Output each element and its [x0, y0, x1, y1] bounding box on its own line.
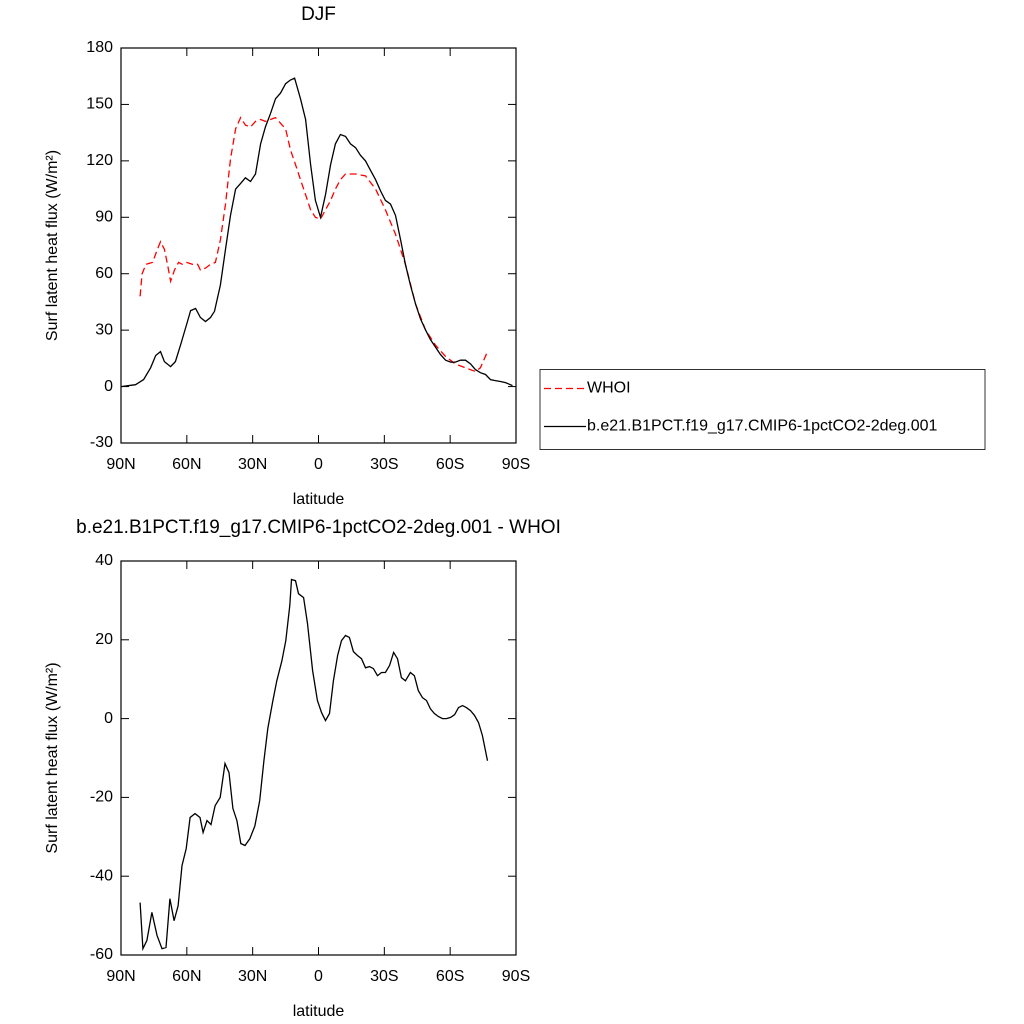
- chart-title: DJF: [301, 4, 336, 25]
- y-tick-label: -20: [90, 789, 113, 806]
- data-line: [139, 116, 489, 373]
- y-tick-label: 180: [86, 39, 113, 56]
- y-tick-label: 20: [95, 631, 113, 648]
- x-tick-label: 90N: [106, 456, 135, 473]
- x-tick-label: 30N: [238, 456, 267, 473]
- y-tick-label: 40: [95, 552, 113, 569]
- legend-label: WHOI: [587, 380, 631, 397]
- x-axis-label: latitude: [293, 1003, 345, 1020]
- y-tick-label: -60: [90, 946, 113, 963]
- x-tick-label: 30S: [370, 968, 398, 985]
- y-tick-label: 150: [86, 96, 113, 113]
- x-tick-label: 60S: [436, 456, 464, 473]
- legend-box: [539, 369, 986, 450]
- x-tick-label: 60N: [172, 968, 201, 985]
- y-tick-label: -30: [90, 434, 113, 451]
- x-tick-label: 30N: [238, 968, 267, 985]
- chart-title: b.e21.B1PCT.f19_g17.CMIP6-1pctCO2-2deg.0…: [76, 517, 561, 538]
- x-tick-label: 90S: [502, 968, 530, 985]
- y-axis-label: Surf latent heat flux (W/m²): [44, 662, 61, 853]
- legend-label: b.e21.B1PCT.f19_g17.CMIP6-1pctCO2-2deg.0…: [587, 418, 938, 435]
- x-tick-label: 0: [314, 968, 323, 985]
- y-tick-label: 30: [95, 321, 113, 338]
- data-line: [139, 578, 489, 952]
- x-tick-label: 0: [314, 456, 323, 473]
- y-tick-label: 0: [104, 710, 113, 727]
- plot-frame: [120, 560, 517, 956]
- y-tick-label: -40: [90, 867, 113, 884]
- y-tick-label: 0: [104, 378, 113, 395]
- x-tick-label: 90S: [502, 456, 530, 473]
- x-tick-label: 60N: [172, 456, 201, 473]
- x-tick-label: 30S: [370, 456, 398, 473]
- x-axis-label: latitude: [293, 491, 345, 508]
- x-tick-label: 60S: [436, 968, 464, 985]
- data-line: [120, 77, 513, 388]
- x-tick-label: 90N: [106, 968, 135, 985]
- y-axis-label: Surf latent heat flux (W/m²): [44, 150, 61, 341]
- y-tick-label: 60: [95, 265, 113, 282]
- y-tick-label: 120: [86, 152, 113, 169]
- plot-frame: [120, 47, 517, 444]
- y-tick-label: 90: [95, 209, 113, 226]
